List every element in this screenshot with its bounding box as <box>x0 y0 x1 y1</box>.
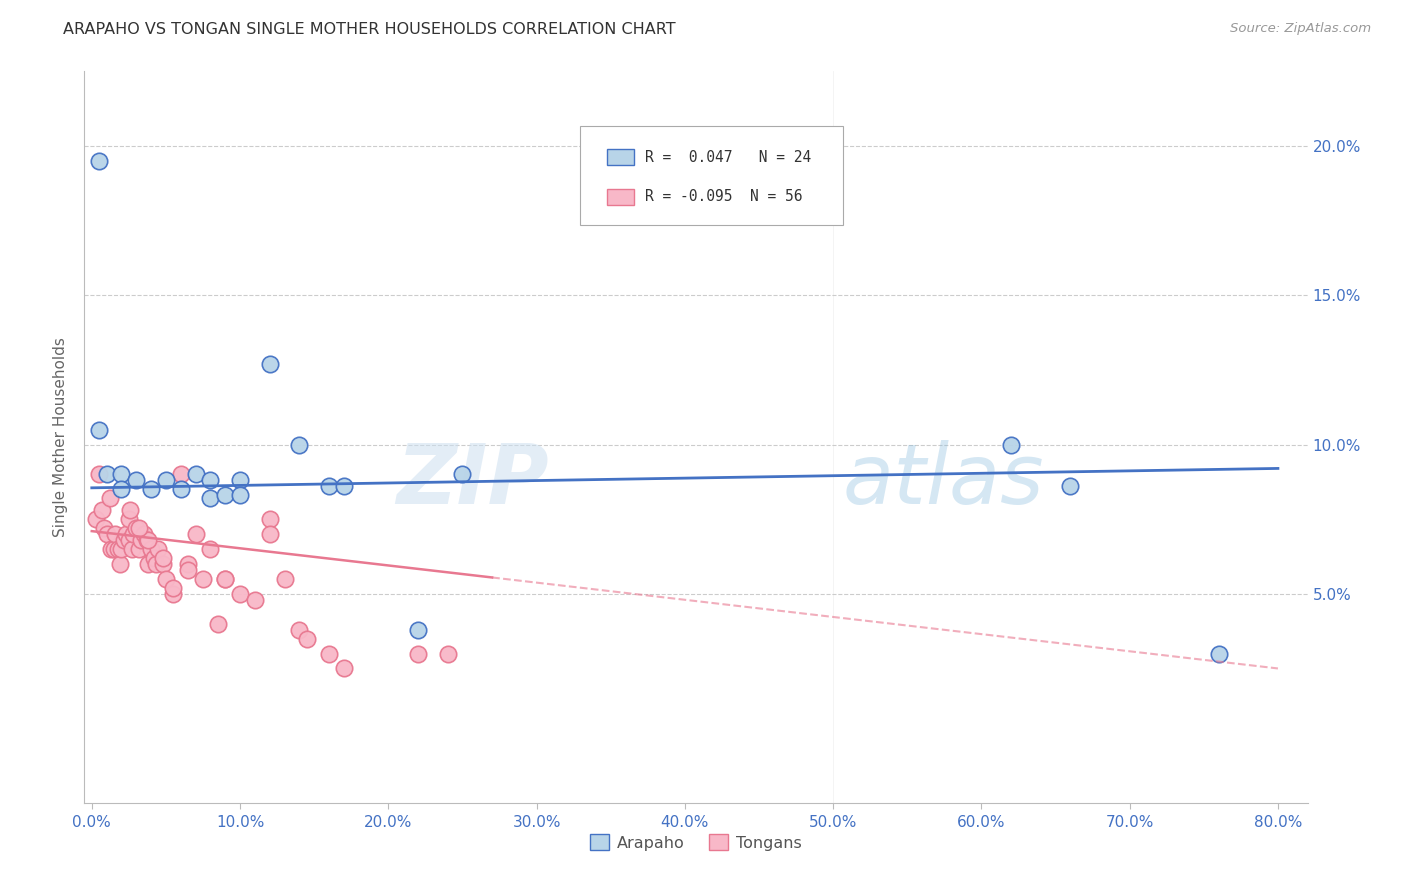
Point <box>229 474 252 488</box>
Point <box>406 647 429 661</box>
Point <box>229 587 252 601</box>
Point <box>214 488 236 502</box>
Point <box>107 542 129 557</box>
Point <box>273 572 295 586</box>
Point <box>162 581 184 595</box>
Point <box>104 527 127 541</box>
Point <box>129 533 152 547</box>
Text: ARAPAHO VS TONGAN SINGLE MOTHER HOUSEHOLDS CORRELATION CHART: ARAPAHO VS TONGAN SINGLE MOTHER HOUSEHOL… <box>63 22 676 37</box>
Point <box>1000 437 1022 451</box>
Point <box>318 479 340 493</box>
Point <box>118 533 141 547</box>
Point <box>128 542 150 557</box>
Point <box>155 572 177 586</box>
Point <box>200 474 222 488</box>
Point <box>143 551 166 566</box>
Point <box>91 503 114 517</box>
Point <box>135 533 157 547</box>
Point <box>121 542 143 557</box>
Point <box>1059 479 1081 493</box>
Point <box>214 572 236 586</box>
Point <box>288 623 311 637</box>
Point <box>333 661 356 675</box>
Point <box>333 479 356 493</box>
Text: R = -0.095  N = 56: R = -0.095 N = 56 <box>644 189 801 204</box>
Point <box>98 491 121 506</box>
Point <box>152 557 174 571</box>
Point <box>318 647 340 661</box>
FancyBboxPatch shape <box>606 149 634 165</box>
Point <box>125 521 148 535</box>
Point <box>207 616 229 631</box>
Point <box>132 527 155 541</box>
Point <box>184 527 207 541</box>
Point <box>155 474 177 488</box>
Point <box>110 483 132 497</box>
Point <box>103 542 125 557</box>
Point <box>229 488 252 502</box>
Point <box>115 527 138 541</box>
Point <box>288 437 311 451</box>
Point <box>170 483 193 497</box>
Point <box>162 587 184 601</box>
Point <box>436 647 458 661</box>
Point <box>120 503 142 517</box>
Point <box>191 572 214 586</box>
Point <box>177 557 200 571</box>
Point <box>89 423 111 437</box>
Point <box>96 527 118 541</box>
Point <box>108 557 131 571</box>
Point <box>170 467 193 482</box>
Text: atlas: atlas <box>842 441 1045 522</box>
Point <box>243 592 266 607</box>
Point <box>100 542 122 557</box>
Point <box>118 512 141 526</box>
Point <box>89 467 111 482</box>
Point <box>259 357 281 371</box>
Point <box>93 521 115 535</box>
FancyBboxPatch shape <box>579 126 842 225</box>
Point <box>89 153 111 168</box>
Point <box>406 623 429 637</box>
Text: R =  0.047   N = 24: R = 0.047 N = 24 <box>644 150 811 165</box>
Point <box>139 542 162 557</box>
Point <box>451 467 474 482</box>
Text: Source: ZipAtlas.com: Source: ZipAtlas.com <box>1230 22 1371 36</box>
Point <box>125 474 148 488</box>
Point <box>259 527 281 541</box>
Point <box>1208 647 1230 661</box>
Point <box>136 557 159 571</box>
Point <box>200 491 222 506</box>
Point <box>214 572 236 586</box>
Point <box>177 563 200 577</box>
Point <box>259 512 281 526</box>
Point <box>112 533 135 547</box>
Point <box>96 467 118 482</box>
Text: ZIP: ZIP <box>396 441 550 522</box>
Point <box>200 542 222 557</box>
Point <box>295 632 318 646</box>
Point <box>184 467 207 482</box>
Point <box>152 551 174 566</box>
Point <box>139 483 162 497</box>
Point <box>110 542 132 557</box>
Point <box>145 557 167 571</box>
Point <box>84 512 107 526</box>
Y-axis label: Single Mother Households: Single Mother Households <box>53 337 69 537</box>
Point <box>122 527 145 541</box>
FancyBboxPatch shape <box>606 188 634 204</box>
Point <box>110 467 132 482</box>
Point <box>128 521 150 535</box>
Point <box>148 542 170 557</box>
Legend: Arapaho, Tongans: Arapaho, Tongans <box>583 828 808 857</box>
Point <box>136 533 159 547</box>
